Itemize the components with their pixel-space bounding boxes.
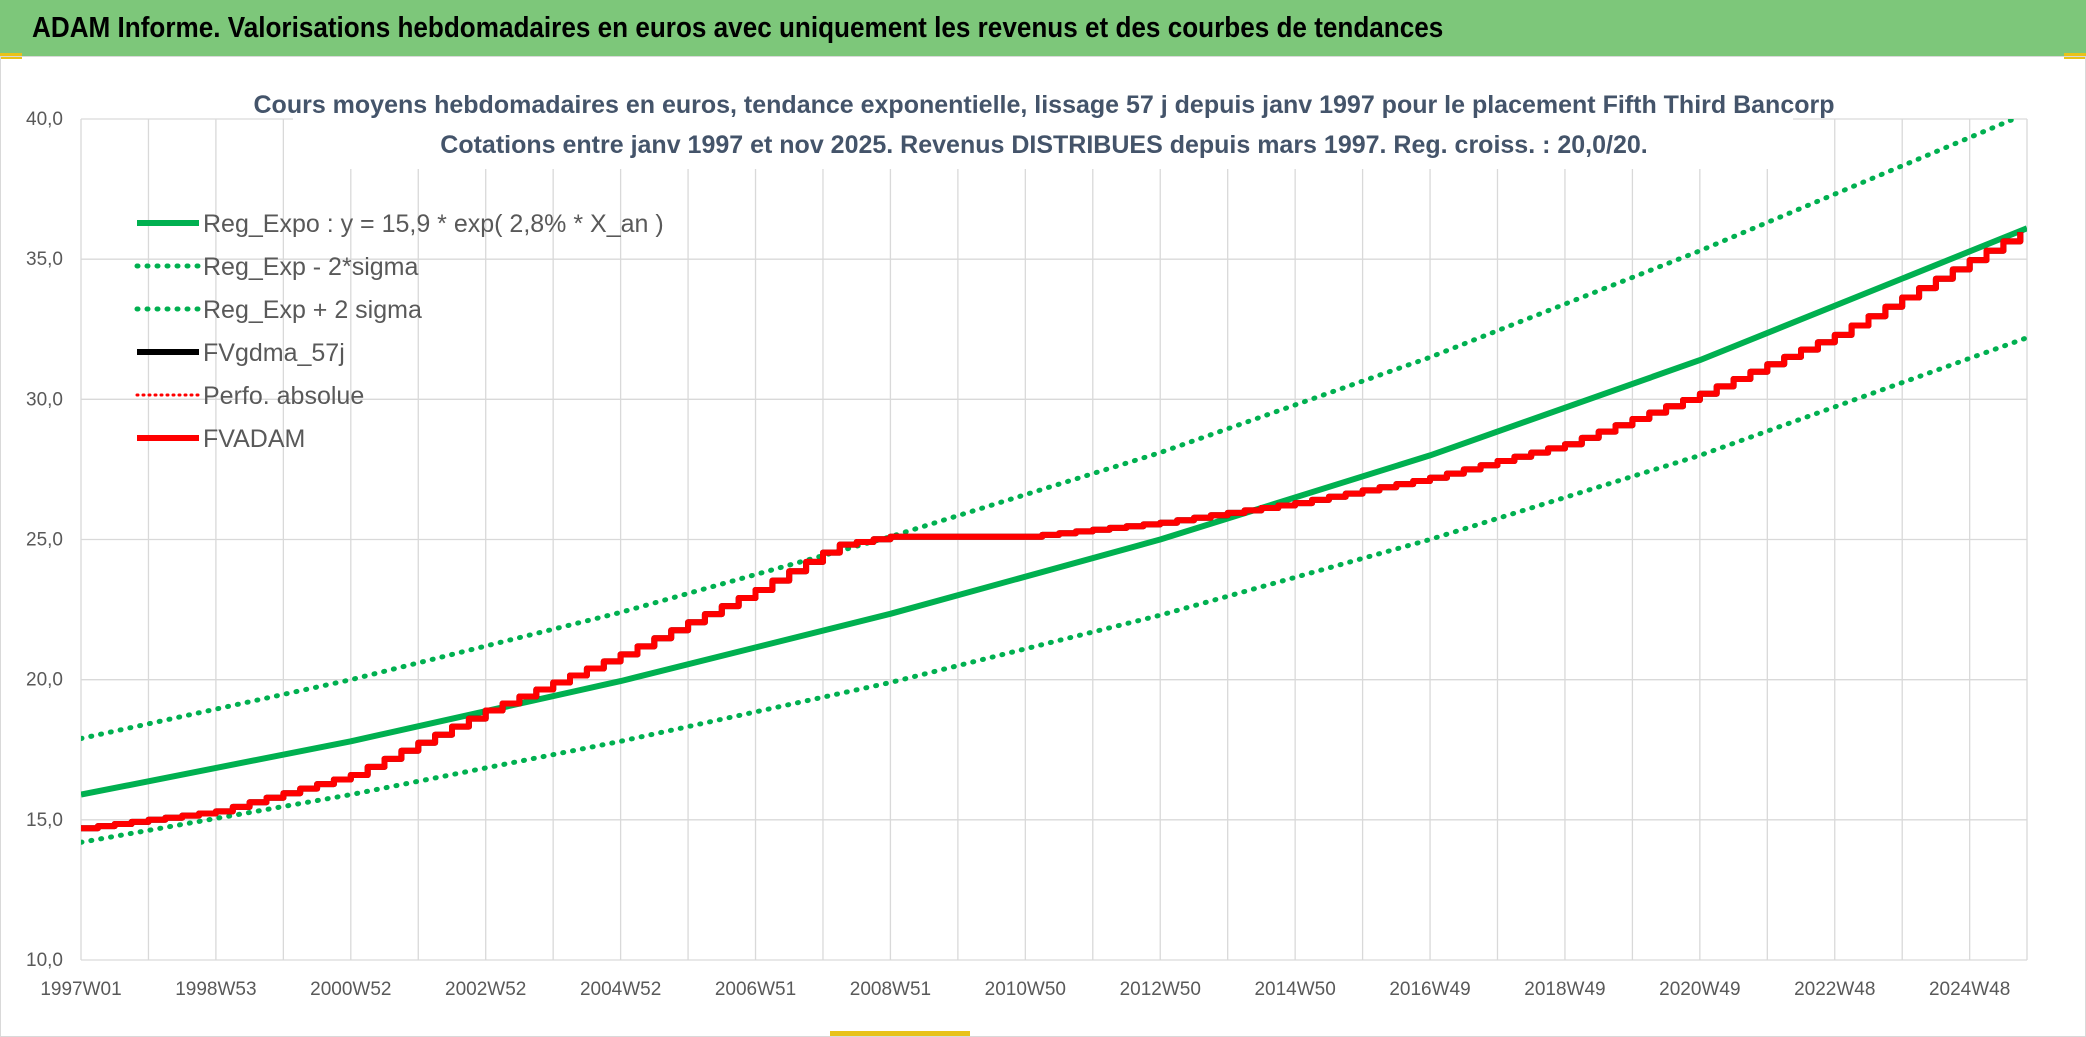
x-tick-label: 2002W52 — [445, 979, 526, 1000]
legend-label: Perfo. absolue — [203, 382, 364, 410]
x-tick-label: 2014W50 — [1254, 979, 1335, 1000]
chart-area: 10,0 15,0 20,0 25,0 30,0 35,0 40,0 1997W01 1998W… — [0, 56, 2086, 1037]
y-tick-label: 10,0 — [26, 950, 63, 971]
x-tick-label: 1998W53 — [175, 979, 256, 1000]
legend-label: Reg_Exp - 2*sigma — [203, 253, 418, 281]
x-tick-label: 2020W49 — [1659, 979, 1740, 1000]
y-tick-label: 20,0 — [26, 670, 63, 691]
corner-accent-bottom-center — [830, 1031, 970, 1037]
chart-title-line: Cotations entre janv 1997 et nov 2025. R… — [440, 131, 1647, 159]
chart-title-line: Cours moyens hebdomadaires en euros, ten… — [254, 91, 1835, 119]
y-tick-label: 25,0 — [26, 530, 63, 551]
series-fvadam — [81, 232, 2024, 832]
legend-label: Reg_Expo : y = 15,9 * exp( 2,8% * X_an ) — [203, 210, 664, 238]
x-tick-label: 2018W49 — [1524, 979, 1605, 1000]
y-tick-label: 15,0 — [26, 810, 63, 831]
series-reg-expo — [81, 225, 2027, 798]
x-tick-label: 2012W50 — [1120, 979, 1201, 1000]
y-tick-label: 30,0 — [26, 389, 63, 410]
x-tick-label: 2000W52 — [310, 979, 391, 1000]
legend-label: Reg_Exp + 2 sigma — [203, 296, 422, 324]
x-tick-label: 2010W50 — [985, 979, 1066, 1000]
title-background — [293, 85, 1793, 169]
x-tick-label: 2024W48 — [1929, 979, 2010, 1000]
x-tick-label: 2008W51 — [850, 979, 931, 1000]
trend-line-chart: 10,0 15,0 20,0 25,0 30,0 35,0 40,0 1997W01 1998W… — [26, 85, 2028, 1000]
x-tick-label: 2016W49 — [1389, 979, 1470, 1000]
x-tick-label: 2006W51 — [715, 979, 796, 1000]
banner-title: ADAM Informe. Valorisations hebdomadaire… — [32, 11, 1444, 44]
y-tick-label: 35,0 — [26, 249, 63, 270]
x-tick-label: 1997W01 — [40, 979, 121, 1000]
series-reg-exp-minus-2-sigma — [81, 335, 2027, 845]
series-reg-exp-plus-2-sigma — [81, 119, 2021, 741]
legend-label: FVgdma_57j — [203, 339, 345, 367]
legend-label: FVADAM — [203, 425, 305, 453]
y-tick-label: 40,0 — [26, 109, 63, 130]
report-banner: ADAM Informe. Valorisations hebdomadaire… — [0, 0, 2086, 56]
x-tick-label: 2022W48 — [1794, 979, 1875, 1000]
x-tick-label: 2004W52 — [580, 979, 661, 1000]
